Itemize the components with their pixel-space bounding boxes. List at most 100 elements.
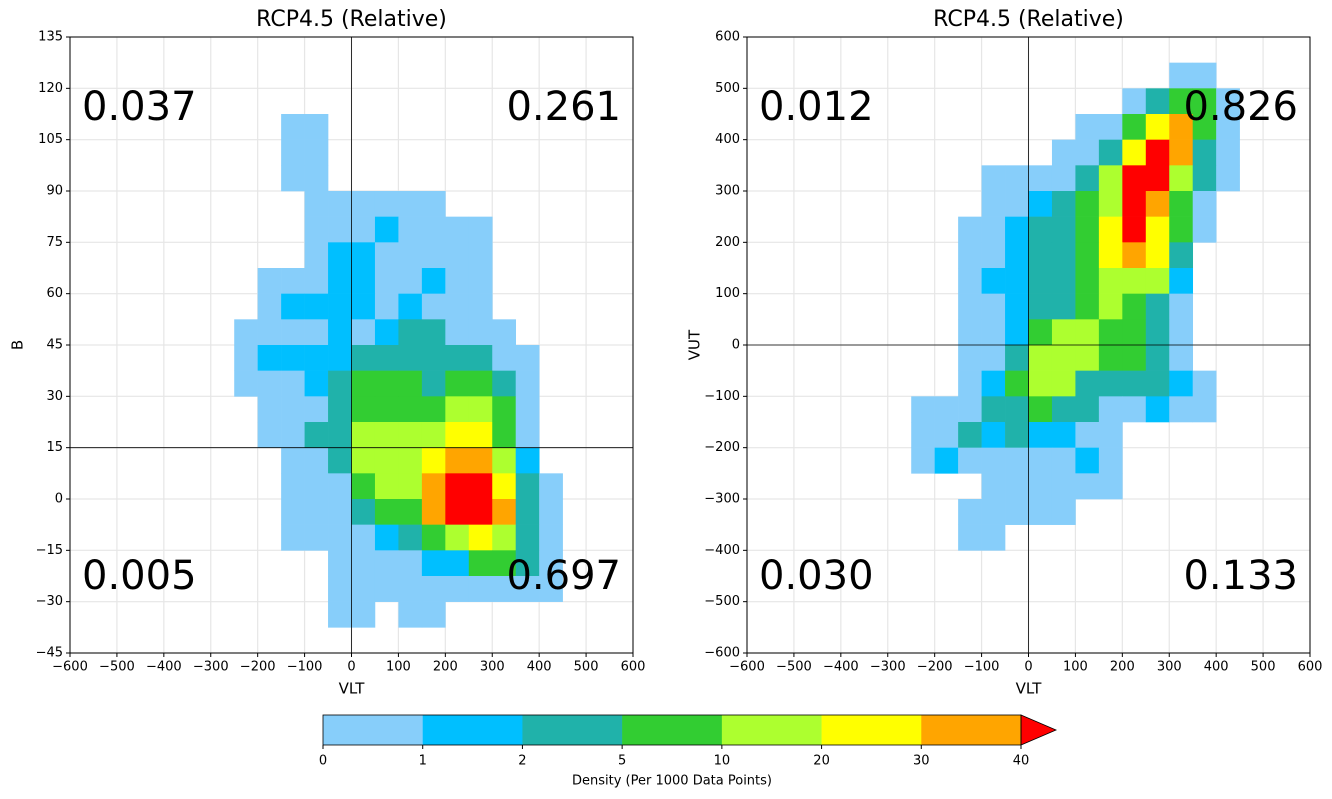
heatmap-cell xyxy=(1098,242,1123,269)
heatmap-cell xyxy=(421,576,446,602)
heatmap-cell xyxy=(328,293,352,320)
heatmap-cell xyxy=(1122,293,1147,320)
heatmap-cell xyxy=(398,396,423,423)
heatmap-cell xyxy=(281,370,305,397)
colorbar-segment xyxy=(323,715,424,745)
heatmap-cell xyxy=(304,447,329,474)
heatmap-cell xyxy=(398,268,423,294)
heatmap-cell xyxy=(281,139,305,166)
heatmap-cell xyxy=(304,319,329,346)
heatmap-cell xyxy=(1051,473,1076,500)
heatmap-cell xyxy=(398,576,423,602)
y-axis-label: B xyxy=(9,340,27,350)
heatmap-cell xyxy=(421,601,446,628)
heatmap-cell xyxy=(328,242,352,269)
heatmap-cell xyxy=(1098,268,1123,294)
heatmap-cell xyxy=(351,576,376,602)
heatmap-cell xyxy=(1028,165,1053,192)
heatmap-cell xyxy=(398,422,423,448)
colorbar-tick-label: 5 xyxy=(618,754,626,769)
heatmap-cell xyxy=(958,499,982,525)
y-tick-label: −500 xyxy=(704,594,740,609)
colorbar-tick-label: 10 xyxy=(714,754,731,769)
x-axis-label: VLT xyxy=(339,680,366,698)
heatmap-cell xyxy=(492,447,517,474)
heatmap-cell xyxy=(281,319,305,346)
axes: −600 −500 −400 −300 −200 −100 0 100 200 300 400 500… xyxy=(686,7,1323,698)
heatmap-cell xyxy=(1075,268,1100,294)
heatmap-cell xyxy=(281,499,305,525)
heatmap-cell xyxy=(1051,319,1076,346)
heatmap-cell xyxy=(1169,62,1194,89)
heatmap-cell xyxy=(445,550,470,577)
x-tick-label: −600 xyxy=(52,660,88,675)
heatmap-cell xyxy=(1122,191,1147,217)
heatmap-cell xyxy=(981,345,1006,371)
heatmap-cell xyxy=(1051,242,1076,269)
heatmap-cell xyxy=(351,268,376,294)
y-tick-label: 600 xyxy=(715,30,740,45)
heatmap-cell xyxy=(1122,345,1147,371)
heatmap-cell xyxy=(1145,88,1170,115)
heatmap-cell xyxy=(351,370,376,397)
heatmap-cell xyxy=(281,447,305,474)
heatmap-cell xyxy=(445,422,470,448)
colorbar-tick-label: 40 xyxy=(1013,754,1030,769)
heatmap-cell xyxy=(468,422,493,448)
heatmap-cell xyxy=(492,499,517,525)
quadrant-annotation: 0.261 xyxy=(506,84,621,130)
y-tick-label: 45 xyxy=(46,338,63,353)
quadrant-annotation: 0.012 xyxy=(759,84,874,130)
heatmap-cell xyxy=(421,242,446,269)
heatmap-cell xyxy=(468,499,493,525)
heatmap-cell xyxy=(421,499,446,525)
heatmap-cell xyxy=(304,345,329,371)
y-tick-label: 135 xyxy=(38,30,63,45)
heatmap-cell xyxy=(1075,293,1100,320)
heatmap-cell xyxy=(1051,370,1076,397)
heatmap-cell xyxy=(257,345,282,371)
heatmap-cell xyxy=(981,242,1006,269)
heatmap-cell xyxy=(445,345,470,371)
heatmap-cell xyxy=(1169,139,1194,166)
heatmap-cell xyxy=(515,396,540,423)
heatmap-cell xyxy=(1122,139,1147,166)
x-tick-label: 0 xyxy=(1024,660,1032,675)
heatmap-cell xyxy=(1028,447,1053,474)
heatmap-cell xyxy=(468,370,493,397)
x-tick-label: −500 xyxy=(99,660,135,675)
colorbar-frame xyxy=(322,714,1022,746)
heatmap-cell xyxy=(468,473,493,500)
heatmap-cell xyxy=(1051,139,1076,166)
x-tick-label: 0 xyxy=(347,660,355,675)
x-tick-label: 400 xyxy=(1204,660,1229,675)
heatmap-cell xyxy=(1169,88,1194,115)
y-tick-label: −15 xyxy=(36,543,63,558)
heatmap-cell xyxy=(304,216,329,243)
y-tick-label: 300 xyxy=(715,184,740,199)
x-tick-label: 300 xyxy=(480,660,505,675)
heatmap-cell xyxy=(328,524,352,551)
heatmap-cell xyxy=(515,370,540,397)
x-tick-label: 100 xyxy=(386,660,411,675)
heatmap-cell xyxy=(981,191,1006,217)
x-tick-label: −100 xyxy=(964,660,1000,675)
x-tick-label: 200 xyxy=(1110,660,1135,675)
heatmap-cell xyxy=(281,422,305,448)
heatmap-cell xyxy=(1192,216,1217,243)
quadrant-annotation: 0.826 xyxy=(1183,84,1298,130)
axes: −600 −500 −400 −300 −200 −100 0 100 200 300 400 500… xyxy=(9,7,646,698)
heatmap-cell xyxy=(1122,242,1147,269)
heatmap-cell xyxy=(328,473,352,500)
y-tick-label: 30 xyxy=(46,389,63,404)
heatmap-cell xyxy=(257,268,282,294)
y-tick-label: 200 xyxy=(715,235,740,250)
heatmap-cell xyxy=(1028,293,1053,320)
colorbar-segment xyxy=(522,715,623,745)
heatmap-cell xyxy=(257,293,282,320)
heatmap-cell xyxy=(328,191,352,217)
heatmap-cell xyxy=(257,422,282,448)
heatmap-cell xyxy=(515,422,540,448)
heatmap-cell xyxy=(445,499,470,525)
